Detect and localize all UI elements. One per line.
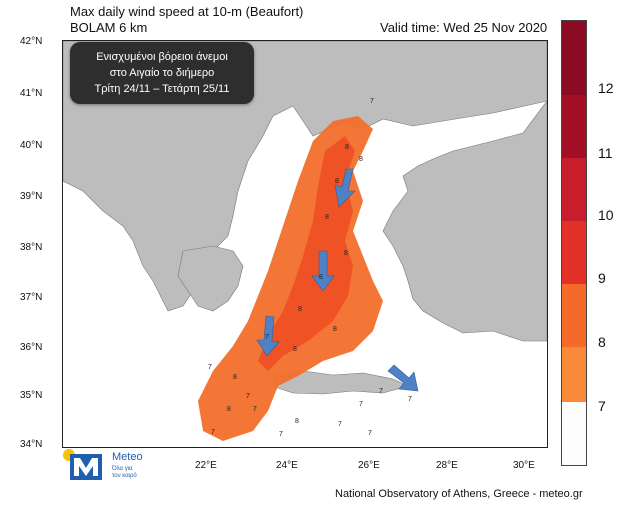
- lat-label-39: 39°N: [20, 191, 43, 202]
- contour-label: 8: [298, 306, 302, 313]
- wind-arrow-3: [256, 315, 280, 357]
- logo-m-icon: [74, 458, 98, 476]
- model-name: BOLAM 6 km: [70, 20, 148, 35]
- contour-label: 7: [246, 393, 250, 400]
- contour-label: 8: [325, 214, 329, 221]
- contour-label: 8: [333, 326, 337, 333]
- contour-label: 7: [279, 431, 283, 438]
- peloponnese-land: [177, 245, 244, 312]
- contour-label: 7: [338, 421, 342, 428]
- legend-band-7: [562, 402, 586, 465]
- anatolia-land: [382, 100, 547, 342]
- lat-label-41: 41°N: [20, 88, 43, 99]
- contour-label: 8: [227, 406, 231, 413]
- valid-time: Valid time: Wed 25 Nov 2020: [380, 20, 548, 35]
- contour-label: 8: [295, 418, 299, 425]
- lon-label-28: 28°E: [436, 460, 458, 471]
- contour-label: 7: [359, 401, 363, 408]
- wind-arrows: [256, 168, 419, 392]
- lat-label-38: 38°N: [20, 242, 43, 253]
- legend-label-9: 9: [598, 270, 606, 286]
- contour-label: 8: [344, 250, 348, 257]
- contour-label: 7: [211, 429, 215, 436]
- lat-label-37: 37°N: [20, 292, 43, 303]
- wind-arrow-1: [334, 168, 356, 208]
- contour-label: 8: [233, 374, 237, 381]
- legend-label-10: 10: [598, 207, 614, 223]
- callout-line-3: Τρίτη 24/11 – Τετάρτη 25/11: [94, 83, 230, 95]
- legend-label-11: 11: [598, 145, 613, 161]
- legend-band-12: [562, 95, 586, 158]
- lat-label-40: 40°N: [20, 140, 43, 151]
- balkans-land: [63, 41, 547, 312]
- lon-label-26: 26°E: [358, 460, 380, 471]
- info-callout: Ενισχυμένοι βόρειοι άνεμοι στο Αιγαίο το…: [70, 42, 254, 104]
- contour-label: 7: [368, 430, 372, 437]
- footer-credit: National Observatory of Athens, Greece -…: [335, 488, 583, 500]
- logo-name: Meteo: [112, 451, 143, 463]
- legend-label-8: 8: [598, 334, 606, 350]
- lon-label-24: 24°E: [276, 460, 298, 471]
- callout-line-1: Ενισχυμένοι βόρειοι άνεμοι: [96, 51, 228, 63]
- contour-label: 7: [208, 364, 212, 371]
- legend-band-11: [562, 158, 586, 221]
- wind-field-bft9: [258, 136, 355, 371]
- contour-label: 7: [370, 98, 374, 105]
- contour-label: 8: [345, 144, 349, 151]
- lon-label-22: 22°E: [195, 460, 217, 471]
- contour-label: 8: [335, 178, 339, 185]
- contour-label: 7: [253, 406, 257, 413]
- legend-label-7: 7: [598, 398, 606, 414]
- crete-land: [272, 370, 409, 395]
- contour-label: 8: [359, 156, 363, 163]
- legend-label-12: 12: [598, 80, 614, 96]
- lat-label-34: 34°N: [20, 439, 43, 450]
- lat-label-35: 35°N: [20, 390, 43, 401]
- legend-band-13: [562, 21, 586, 95]
- wind-arrow-2: [311, 250, 335, 292]
- legend-band-9: [562, 284, 586, 347]
- legend-colorbar: [561, 20, 587, 466]
- chart-title: Max daily wind speed at 10-m (Beaufort): [70, 4, 304, 19]
- lon-label-30: 30°E: [513, 460, 535, 471]
- legend-band-10: [562, 221, 586, 284]
- contour-label: 7: [379, 388, 383, 395]
- contour-label: 7: [408, 396, 412, 403]
- callout-line-2: στο Αιγαίο το διήμερο: [109, 67, 215, 79]
- meteo-logo: [63, 449, 102, 480]
- contour-label: 8: [293, 346, 297, 353]
- contour-label: 7: [265, 334, 269, 341]
- contour-label: 8: [319, 274, 323, 281]
- legend-band-8: [562, 347, 586, 402]
- wind-arrow-4: [387, 364, 419, 392]
- lat-label-36: 36°N: [20, 342, 43, 353]
- logo-tagline: Όλα για τον καιρό: [112, 466, 137, 479]
- lat-label-42: 42°N: [20, 36, 43, 47]
